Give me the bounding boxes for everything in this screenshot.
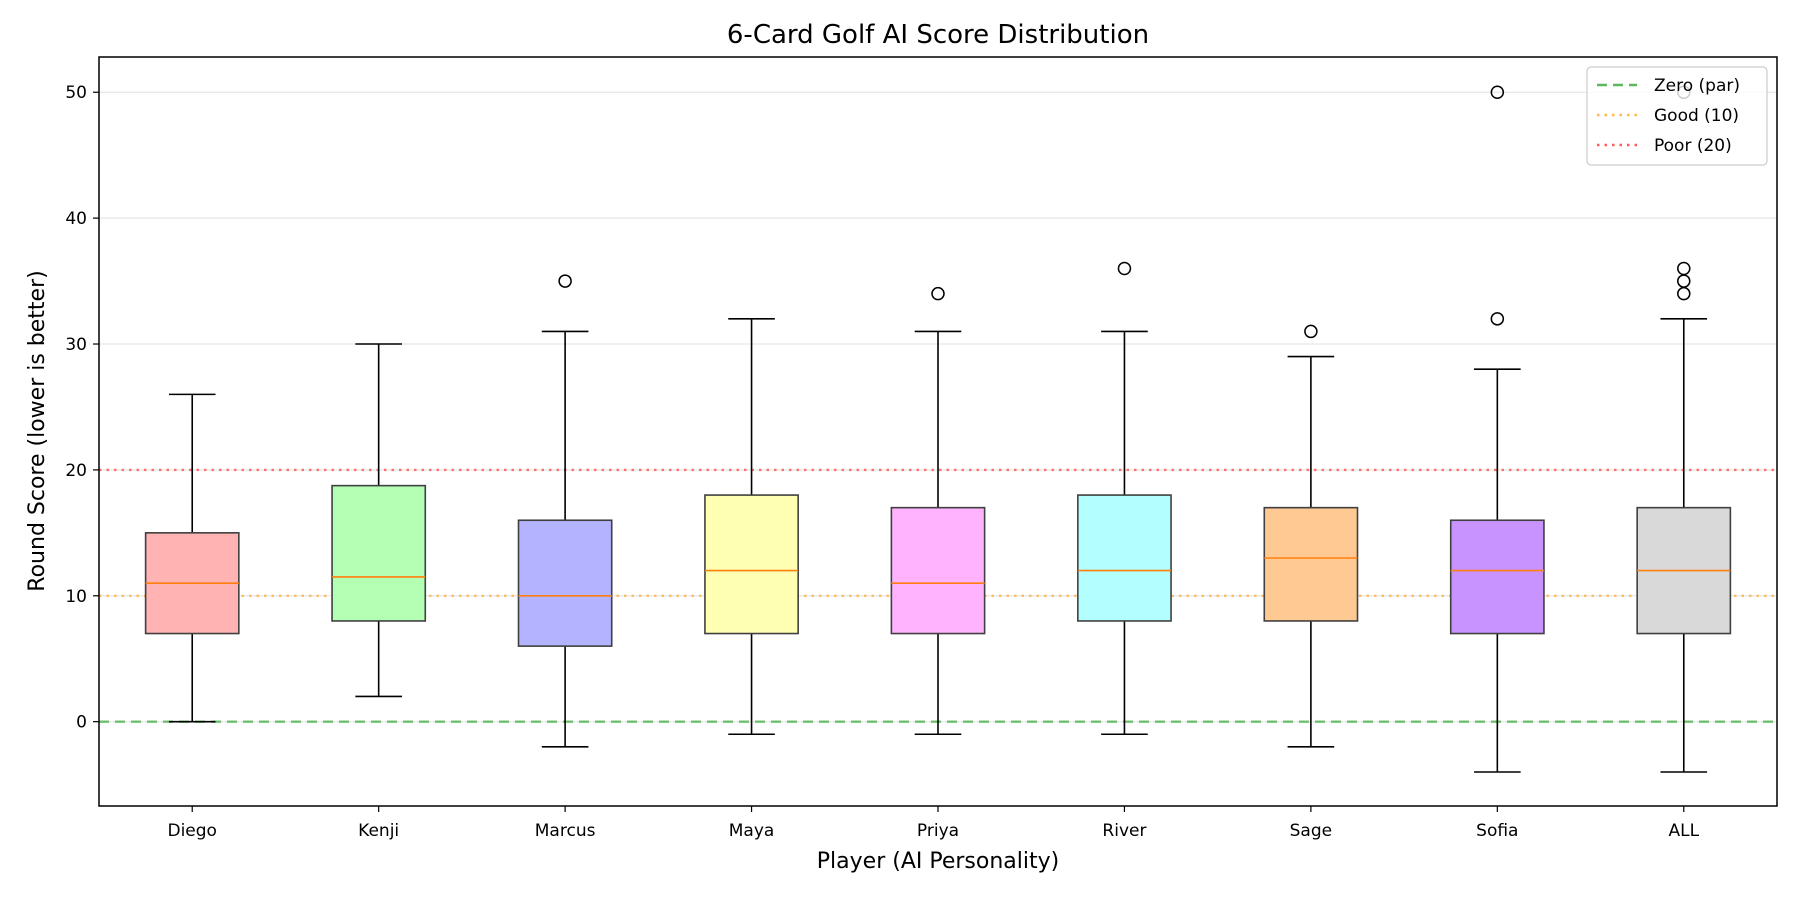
x-tick-label: Kenji <box>358 821 399 841</box>
outlier-point <box>1117 261 1132 276</box>
box-kenji <box>331 484 427 622</box>
y-axis-label: Round Score (lower is better) <box>25 270 50 591</box>
outlier-point <box>1677 261 1691 276</box>
x-tick-label: Maya <box>729 821 775 841</box>
legend-label: Good (10) <box>1654 106 1739 126</box>
box-sofia <box>1449 519 1545 635</box>
y-tick-label: 30 <box>65 335 87 355</box>
legend: Zero (par) Good (10) Poor (20) <box>1586 66 1768 166</box>
outlier-point <box>1677 286 1691 301</box>
legend-frame <box>1586 66 1768 166</box>
x-tick-label: Sage <box>1290 821 1332 841</box>
x-tick-label: Diego <box>167 821 216 841</box>
outlier-point <box>1490 312 1505 326</box>
box-sage <box>1263 506 1359 622</box>
y-tick-label: 20 <box>65 461 87 481</box>
outlier-point <box>1490 85 1505 99</box>
y-tick-label: 40 <box>65 209 87 229</box>
box-priya <box>890 506 986 635</box>
box-river <box>1077 494 1172 622</box>
y-tick-label: 0 <box>76 713 87 733</box>
chart-title: 6-Card Golf AI Score Distribution <box>727 20 1149 50</box>
box-maya <box>704 494 799 635</box>
x-tick-label: Priya <box>917 821 959 841</box>
x-tick-label: Sofia <box>1476 821 1518 841</box>
x-tick-label: Marcus <box>535 821 596 841</box>
outlier-point <box>931 286 945 301</box>
outlier-point <box>558 274 572 288</box>
box-marcus <box>517 519 613 647</box>
outlier-point <box>1677 274 1691 288</box>
y-tick-label: 10 <box>65 587 87 607</box>
legend-label: Zero (par) <box>1654 76 1740 96</box>
x-tick-label: River <box>1102 821 1146 841</box>
outlier-point <box>1304 324 1318 339</box>
x-axis-label: Player (AI Personality) <box>817 849 1059 874</box>
plot-frame <box>98 56 1778 807</box>
y-tick-label: 50 <box>65 83 87 103</box>
legend-label: Poor (20) <box>1654 136 1732 156</box>
x-tick-label: ALL <box>1668 821 1699 841</box>
